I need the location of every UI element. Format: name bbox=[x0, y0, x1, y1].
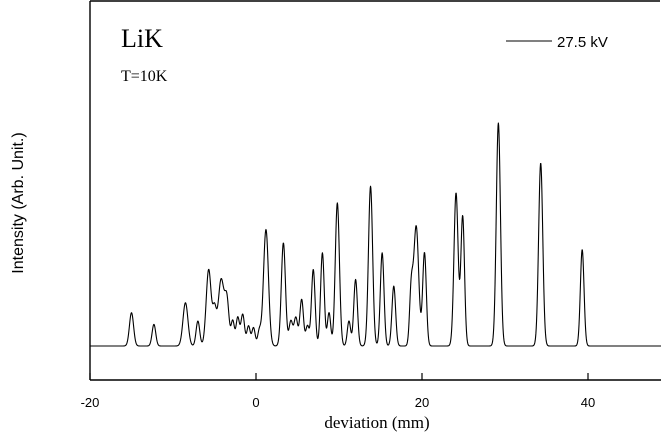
legend-label: 27.5 kV bbox=[557, 34, 608, 51]
x-axis-label: deviation (mm) bbox=[324, 413, 429, 432]
chart-title: LiK bbox=[121, 24, 163, 53]
x-tick-label: 20 bbox=[415, 395, 429, 410]
x-axis-ticks bbox=[89, 373, 589, 380]
x-tick-label: 0 bbox=[252, 395, 259, 410]
legend: 27.5 kV bbox=[506, 34, 608, 51]
x-tick-label: 40 bbox=[581, 395, 595, 410]
x-tick-label: -20 bbox=[81, 395, 100, 410]
y-axis-label: Intensity (Arb. Unit.) bbox=[10, 132, 27, 273]
temperature-annotation: T=10K bbox=[121, 68, 168, 85]
series-line-27-5-kv bbox=[89, 122, 661, 347]
x-axis-tick-labels: -20 0 20 40 bbox=[81, 395, 596, 410]
